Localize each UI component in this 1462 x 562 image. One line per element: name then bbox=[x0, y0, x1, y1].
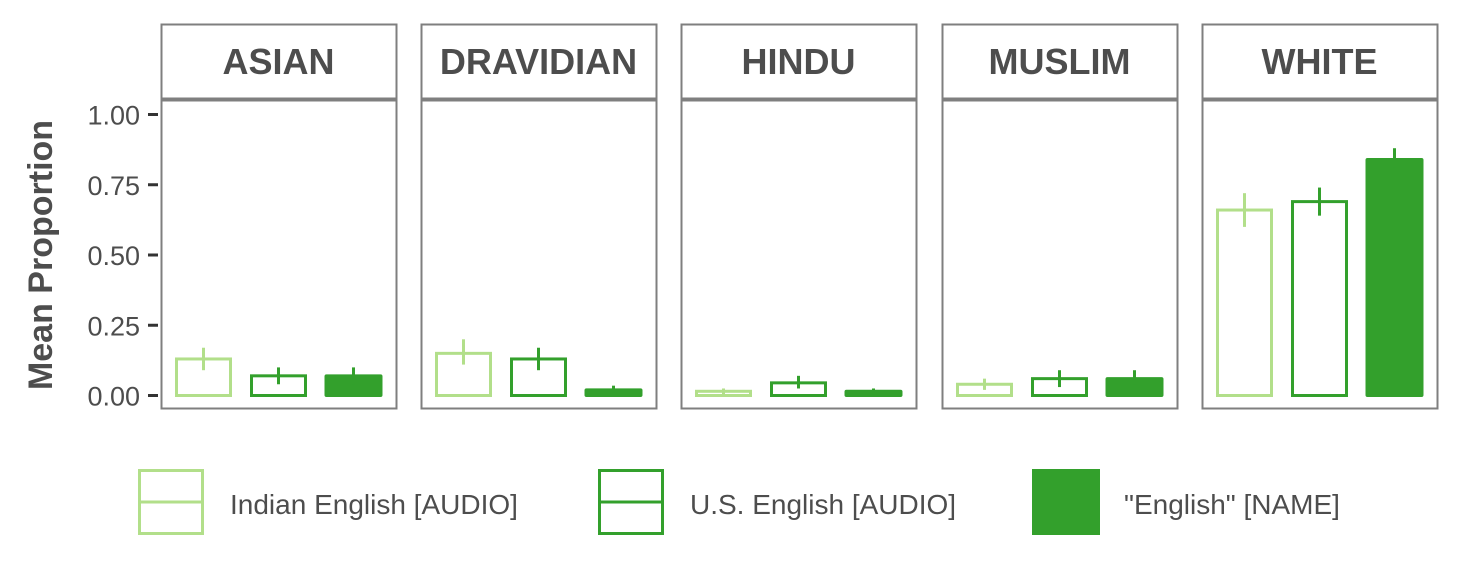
y-tick-label: 0.25 bbox=[87, 311, 140, 341]
facet-strip bbox=[160, 23, 398, 100]
facet-strip bbox=[420, 23, 658, 100]
y-tick-label: 0.00 bbox=[87, 382, 140, 412]
facet-panel-muslim: MUSLIM bbox=[941, 23, 1179, 410]
facet-strip-label: HINDU bbox=[742, 41, 856, 82]
legend-item: "English" [NAME] bbox=[1032, 469, 1340, 535]
facet-strip-label: DRAVIDIAN bbox=[440, 41, 637, 82]
facet-panel-dravidian: DRAVIDIAN bbox=[420, 23, 658, 410]
legend-key bbox=[598, 469, 664, 535]
legend-label: "English" [NAME] bbox=[1124, 489, 1340, 520]
facet-strip-label: WHITE bbox=[1262, 41, 1378, 82]
facet-plot-area bbox=[680, 99, 918, 410]
facet-strip-label: MUSLIM bbox=[989, 41, 1131, 82]
legend-label: U.S. English [AUDIO] bbox=[690, 489, 956, 520]
facet-strip bbox=[941, 23, 1179, 100]
facet-strip bbox=[680, 23, 918, 100]
y-axis-title: Mean Proportion bbox=[22, 120, 60, 390]
legend-key bbox=[1032, 469, 1100, 535]
legend-item: Indian English [AUDIO] bbox=[138, 469, 518, 535]
facet-panel-asian: ASIAN bbox=[160, 23, 398, 410]
facet-plot-area bbox=[160, 99, 398, 410]
y-axis: 0.00 0.25 0.50 0.75 1.00 bbox=[87, 101, 158, 412]
bar bbox=[1365, 157, 1424, 397]
facet-plot-area bbox=[941, 99, 1179, 410]
y-tick-label: 0.50 bbox=[87, 241, 140, 271]
facet-panel-hindu: HINDU bbox=[680, 23, 918, 410]
y-tick-label: 1.00 bbox=[87, 101, 140, 131]
legend: Indian English [AUDIO] U.S. English [AUDI… bbox=[138, 469, 1340, 535]
y-tick-label: 0.75 bbox=[87, 171, 140, 201]
facet-strip bbox=[1201, 23, 1439, 100]
legend-item: U.S. English [AUDIO] bbox=[598, 469, 956, 535]
facet-strip-label: ASIAN bbox=[222, 41, 334, 82]
legend-key bbox=[138, 469, 204, 535]
facet-panels: ASIAN DRAVIDIAN HINDU MUSLIM WHITE bbox=[160, 23, 1439, 410]
legend-label: Indian English [AUDIO] bbox=[230, 489, 518, 520]
facet-panel-white: WHITE bbox=[1201, 23, 1439, 410]
